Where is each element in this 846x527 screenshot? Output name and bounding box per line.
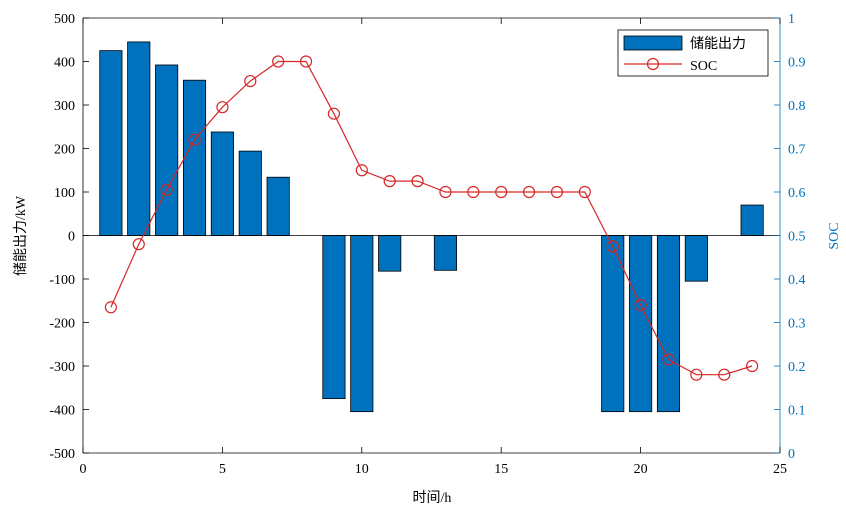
bar-hour-11 (378, 235, 402, 272)
bar-hour-2 (127, 41, 151, 236)
y-left-tick-label: 300 (54, 99, 75, 114)
soc-point-hour-8 (299, 55, 313, 68)
bar-hour-20 (629, 235, 653, 413)
y-right-tick-label: 1 (788, 12, 795, 27)
y-left-tick-label: -400 (49, 404, 75, 419)
y-left-tick-label: 400 (54, 56, 75, 71)
bar-hour-7 (266, 176, 290, 236)
legend-line-label: SOC (690, 59, 717, 74)
y-left-tick-label: 500 (54, 12, 75, 27)
y-right-tick-label: 0.1 (788, 404, 806, 419)
soc-point-hour-2 (132, 238, 145, 251)
bar-hour-5 (210, 131, 234, 236)
bar-hour-22 (684, 235, 708, 282)
soc-point-hour-24 (746, 359, 759, 373)
bar-hour-13 (433, 235, 457, 271)
bars-layer (99, 41, 764, 413)
y-right-tick-label: 0.2 (788, 360, 806, 375)
y-right-tick-label: 0.4 (788, 273, 806, 288)
x-axis-label: 时间/h (413, 490, 452, 506)
soc-line (110, 60, 753, 376)
soc-point-hour-12 (411, 175, 424, 188)
legend-line-marker (646, 57, 660, 71)
x-tick-label: 15 (494, 462, 508, 477)
soc-line-layer (104, 55, 759, 381)
soc-point-hour-10 (355, 164, 368, 177)
bar-hour-21 (656, 235, 681, 413)
soc-point-hour-17 (550, 185, 564, 199)
bar-hour-10 (350, 235, 374, 413)
y-right-axis-label: SOC (827, 222, 842, 249)
y-right-tick-label: 0.7 (788, 143, 806, 158)
y-right-tick-label: 0 (788, 447, 795, 462)
y-right-tick-label: 0.8 (788, 99, 806, 114)
x-tick-label: 0 (80, 462, 87, 477)
soc-point-hour-5 (216, 101, 229, 114)
y-left-axis-label: 储能出力/kW (13, 195, 29, 276)
y-right-tick-label: 0.6 (788, 186, 806, 201)
soc-point-hour-23 (718, 368, 731, 381)
y-right-tick-label: 0.5 (788, 230, 806, 245)
soc-point-hour-18 (578, 185, 591, 199)
soc-point-hour-19 (606, 240, 619, 253)
bar-hour-4 (182, 79, 207, 236)
y-left-tick-label: -500 (49, 447, 75, 462)
soc-point-hour-3 (160, 183, 173, 196)
y-right-tick-label: 0.3 (788, 317, 806, 332)
bar-hour-6 (238, 150, 262, 236)
bar-hour-9 (322, 235, 346, 400)
soc-point-hour-16 (522, 185, 536, 199)
soc-point-hour-9 (327, 107, 341, 120)
soc-point-hour-15 (495, 185, 508, 199)
x-tick-label: 10 (355, 462, 369, 477)
y-left-tick-label: 0 (68, 230, 75, 245)
y-left-tick-label: -100 (49, 273, 75, 288)
ticks-layer: -500-400-300-200-100010020030040050000.1… (49, 12, 805, 477)
y-left-tick-label: 100 (54, 186, 75, 201)
legend-bar-swatch (623, 35, 683, 51)
soc-point-hour-7 (272, 55, 285, 68)
y-left-tick-label: -300 (49, 360, 75, 375)
soc-point-hour-4 (188, 133, 201, 146)
soc-point-hour-1 (104, 301, 117, 314)
x-tick-label: 20 (634, 462, 648, 477)
y-right-tick-label: 0.9 (788, 56, 806, 71)
soc-point-hour-6 (244, 74, 257, 88)
legend-bar-label: 储能出力 (690, 36, 746, 52)
bar-hour-24 (740, 204, 764, 236)
soc-point-hour-13 (439, 185, 452, 199)
legend: 储能出力 SOC (617, 29, 769, 77)
y-left-tick-label: -200 (49, 317, 75, 332)
y-left-tick-label: 200 (54, 143, 75, 158)
soc-point-hour-14 (467, 185, 480, 199)
bar-hour-1 (99, 50, 123, 236)
soc-point-hour-22 (690, 368, 703, 381)
soc-point-hour-20 (634, 299, 647, 312)
bar-hour-3 (155, 64, 179, 236)
soc-point-hour-11 (383, 175, 396, 188)
x-tick-label: 25 (773, 462, 787, 477)
x-tick-label: 5 (219, 462, 226, 477)
soc-point-hour-21 (662, 353, 675, 366)
